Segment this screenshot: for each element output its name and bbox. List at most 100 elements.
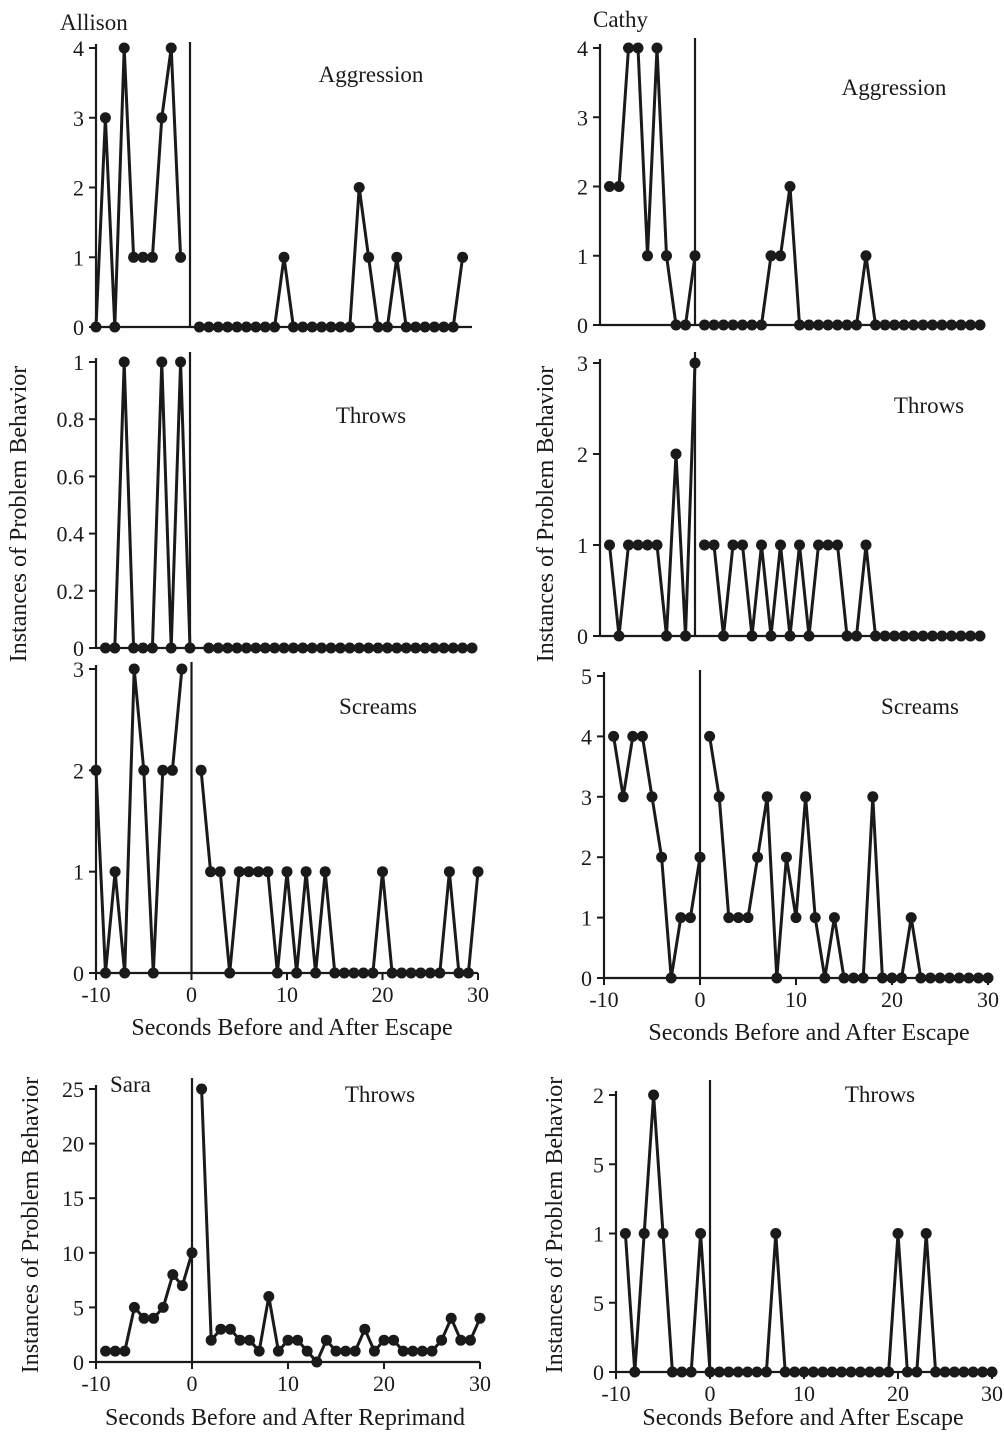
data-point	[388, 1334, 400, 1346]
data-point	[870, 319, 881, 331]
series-line	[94, 46, 183, 329]
data-point	[252, 866, 264, 878]
data-point	[325, 642, 337, 654]
y-tick-label: 0.4	[57, 522, 85, 547]
data-point	[642, 539, 653, 551]
data-point	[262, 866, 274, 878]
data-point	[965, 630, 976, 642]
data-point	[319, 866, 331, 878]
data-point	[636, 730, 648, 742]
data-point	[109, 321, 121, 333]
data-point	[243, 866, 255, 878]
data-point	[689, 250, 701, 262]
x-tick-label: 10	[793, 1381, 815, 1406]
data-point	[680, 319, 691, 331]
data-point	[794, 539, 805, 551]
series-line	[704, 185, 980, 327]
data-point	[222, 321, 234, 333]
data-point	[974, 630, 986, 642]
data-point	[405, 967, 417, 979]
y-tick-label: 4	[581, 724, 592, 749]
data-point	[205, 866, 217, 878]
data-point	[860, 250, 872, 262]
data-point	[760, 1366, 772, 1378]
data-point	[675, 912, 687, 924]
series-line	[623, 1093, 712, 1374]
data-point	[353, 642, 365, 654]
data-point	[391, 642, 403, 654]
x-tick-label: 30	[977, 987, 999, 1012]
data-point	[234, 1334, 246, 1346]
data-point	[908, 319, 919, 331]
y-tick-label: 5	[593, 1152, 604, 1177]
data-point	[813, 539, 824, 551]
data-point	[879, 630, 891, 642]
data-point	[963, 972, 975, 984]
data-point	[836, 1366, 848, 1378]
data-point	[752, 851, 764, 863]
data-point	[648, 1089, 660, 1101]
data-point	[416, 1345, 428, 1357]
data-point	[713, 1366, 725, 1378]
data-point	[924, 972, 936, 984]
series-line	[199, 186, 465, 329]
data-point	[472, 866, 484, 878]
data-point	[338, 967, 350, 979]
data-point	[656, 851, 668, 863]
data-point	[704, 1366, 716, 1378]
y-tick-label: 2	[73, 176, 84, 201]
data-point	[879, 319, 891, 331]
data-point	[259, 642, 271, 654]
data-point	[320, 1334, 332, 1346]
data-point	[901, 1366, 913, 1378]
series-line	[708, 736, 988, 980]
data-point	[930, 1366, 942, 1378]
data-point	[100, 967, 111, 979]
y-tick-label: 1	[577, 244, 588, 269]
data-point	[604, 539, 615, 551]
data-point	[212, 642, 224, 654]
data-point	[137, 251, 149, 263]
data-point	[100, 1345, 112, 1357]
data-point	[464, 1334, 476, 1346]
y-tick-label: 4	[73, 36, 84, 61]
data-point	[109, 866, 121, 878]
panel-title: Screams	[881, 694, 959, 719]
data-point	[240, 321, 252, 333]
data-point	[809, 912, 821, 924]
data-point	[282, 1334, 294, 1346]
data-point	[958, 1366, 970, 1378]
data-point	[845, 1366, 857, 1378]
y-tick-label: 5	[581, 664, 592, 689]
y-tick-label: 1	[577, 533, 588, 558]
data-point	[166, 764, 178, 776]
data-point	[445, 1312, 457, 1324]
y-tick-label: 0	[577, 313, 588, 338]
data-point	[297, 642, 309, 654]
y-axis-label-rows-1-3-right: Instances of Problem Behavior	[533, 366, 559, 663]
data-point	[732, 1366, 744, 1378]
data-point	[443, 866, 455, 878]
data-point	[822, 539, 834, 551]
data-point	[742, 1366, 754, 1378]
data-point	[908, 630, 919, 642]
data-point	[300, 866, 312, 878]
data-point	[224, 967, 236, 979]
y-tick-label: 0	[581, 966, 592, 991]
y-tick-label: 25	[62, 1077, 84, 1102]
data-point	[911, 1366, 923, 1378]
data-point	[372, 321, 384, 333]
data-point	[761, 791, 773, 803]
data-point	[765, 630, 777, 642]
data-point	[807, 1366, 819, 1378]
data-point	[329, 967, 341, 979]
x-tick-label: 30	[981, 1381, 1003, 1406]
data-point	[613, 181, 625, 192]
data-point	[457, 251, 469, 263]
data-point	[378, 1334, 390, 1346]
data-point	[428, 642, 440, 654]
data-point	[775, 539, 786, 551]
data-point	[699, 319, 710, 331]
data-point	[817, 1366, 829, 1378]
